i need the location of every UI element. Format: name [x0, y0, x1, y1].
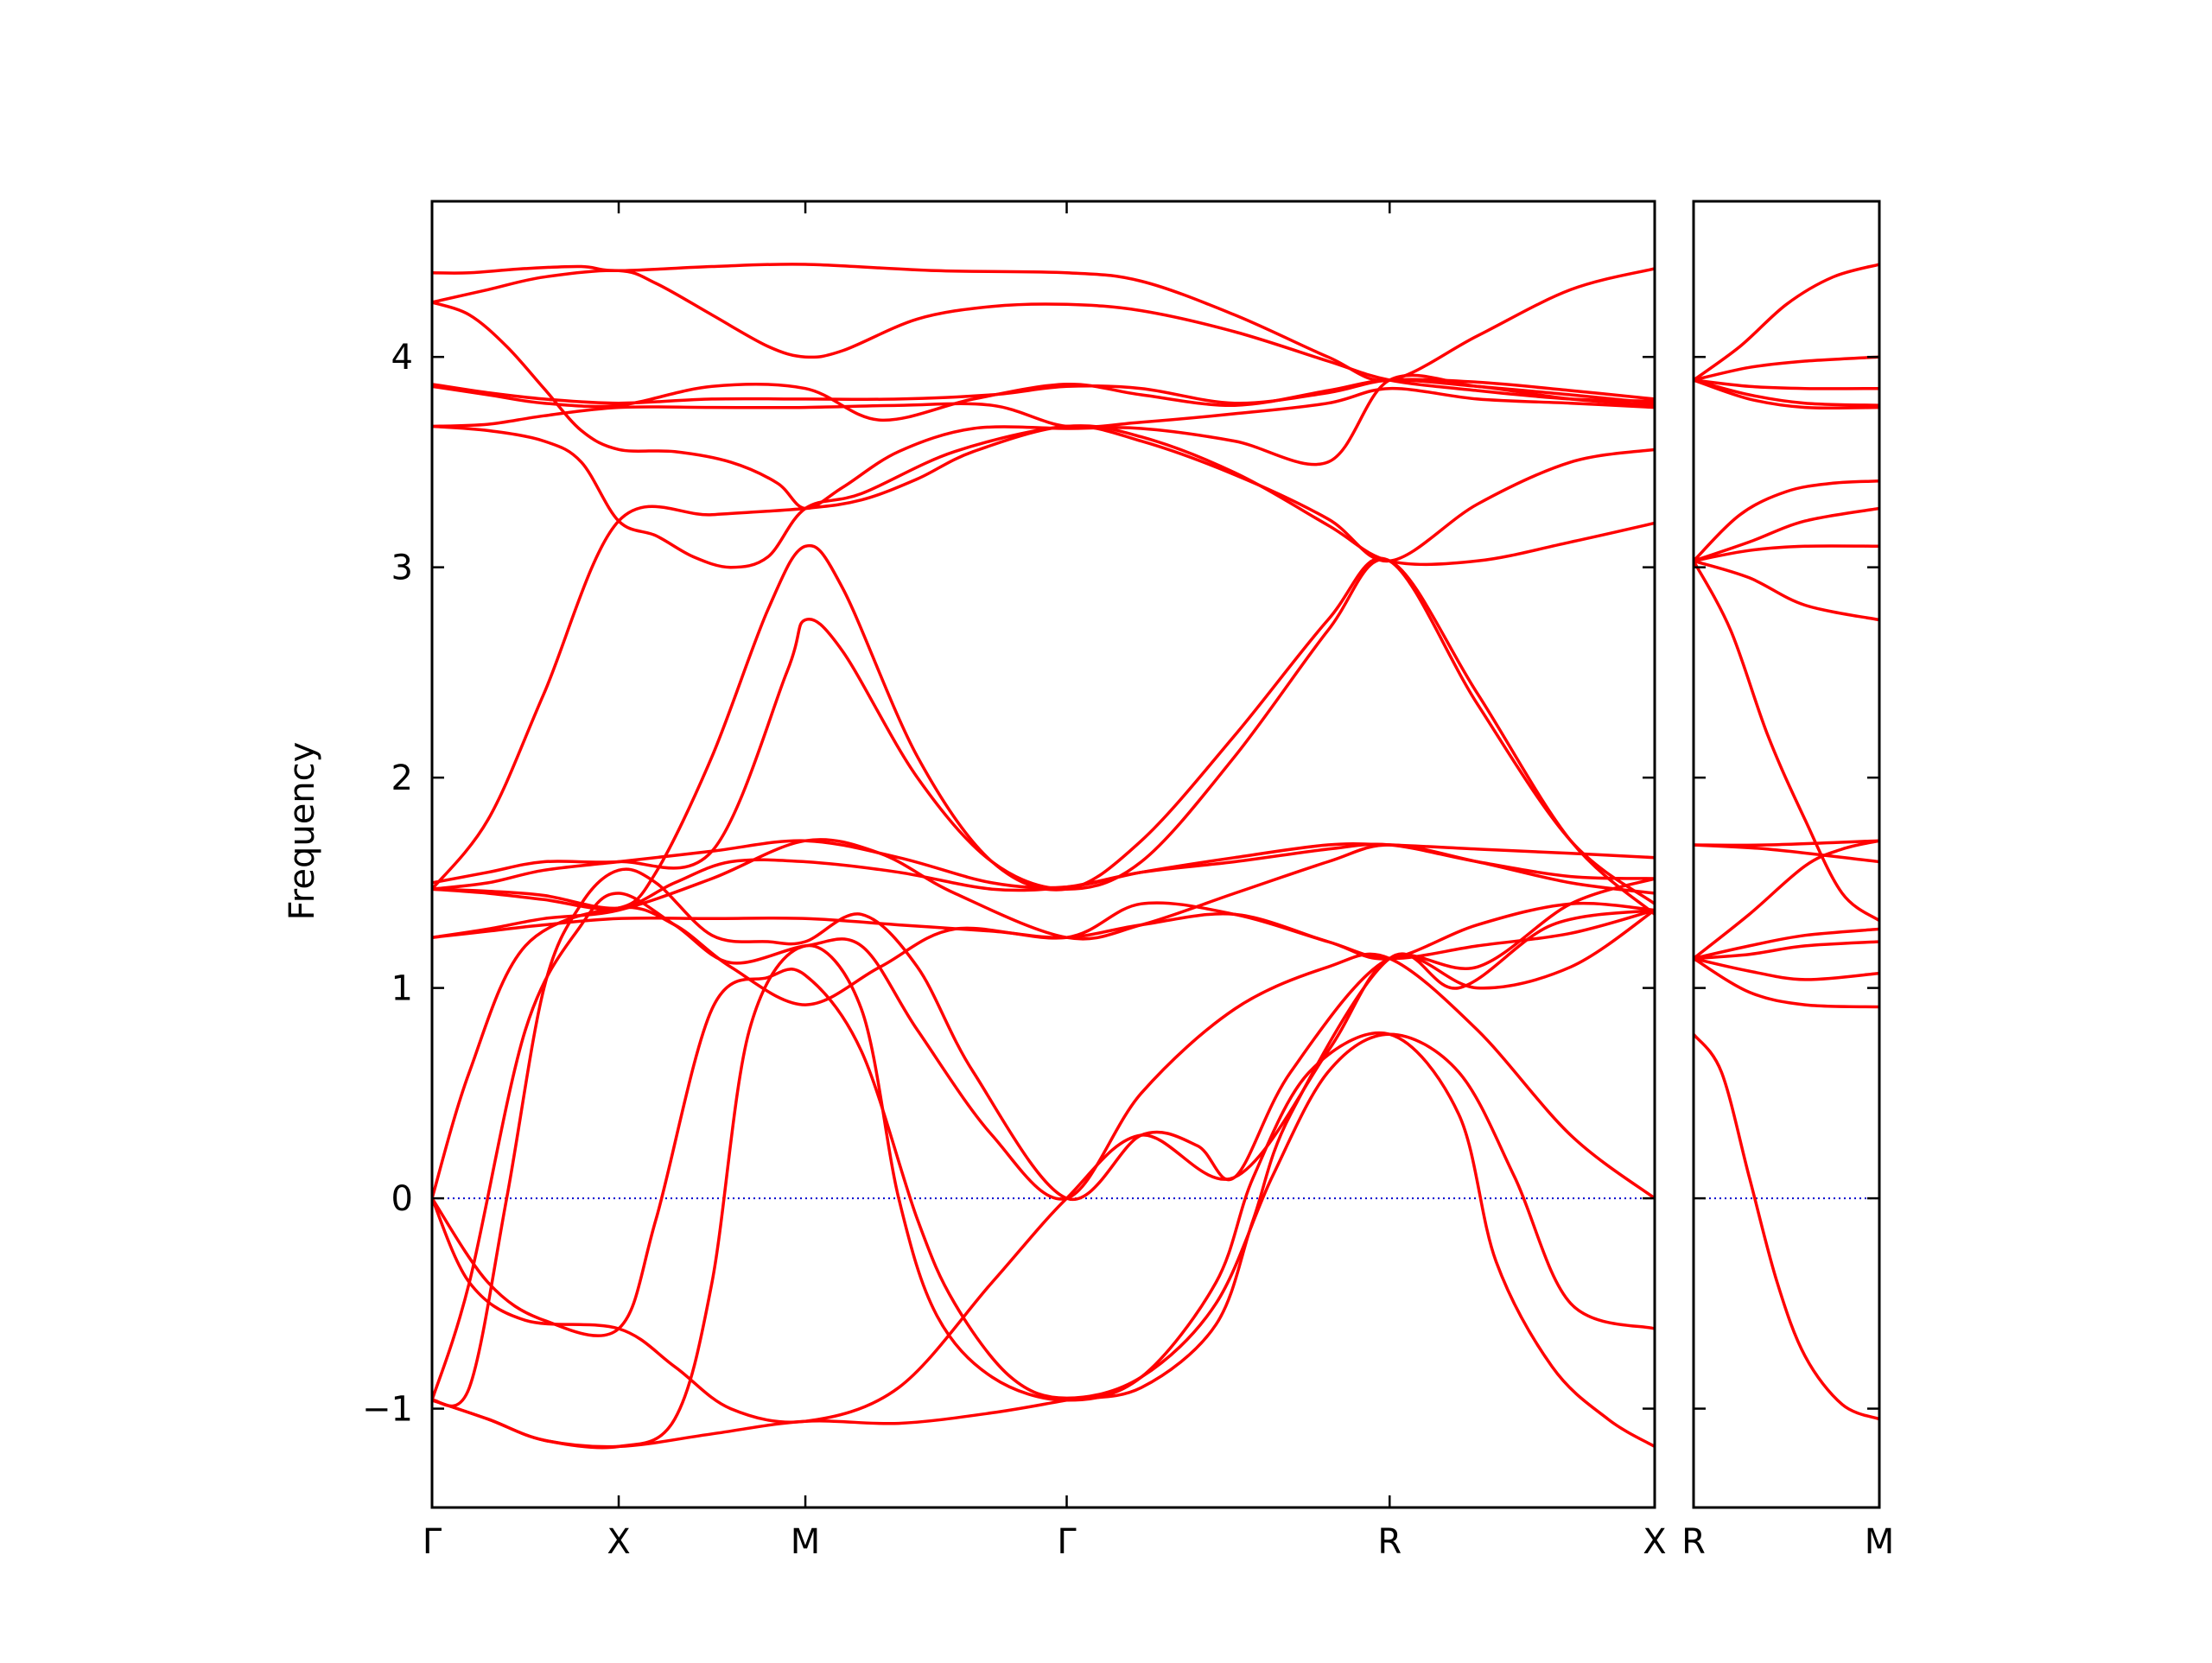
y-axis-label: Frequency [283, 742, 322, 921]
x-tick-label-R: R [1681, 1522, 1706, 1562]
band-main-6 [432, 424, 1655, 569]
band-main-11 [432, 842, 1655, 911]
y-tick-label: −1 [362, 1390, 413, 1430]
x-tick-label-X: X [1643, 1522, 1666, 1562]
band-main-19 [432, 908, 1655, 1449]
band-R-M-0 [1694, 263, 1879, 382]
band-main-12 [432, 838, 1655, 941]
band-R-M-6 [1694, 506, 1879, 562]
y-tick-label: 0 [391, 1179, 413, 1219]
band-R-M-8 [1694, 559, 1879, 622]
band-R-M-11 [1694, 843, 1879, 864]
band-R-M-5 [1694, 479, 1879, 562]
x-tick-label-X: X [607, 1522, 630, 1562]
band-main-15 [432, 867, 1655, 1408]
band-main-3 [432, 378, 1655, 405]
band-R-M-9 [1694, 560, 1879, 923]
bands-group [1694, 263, 1879, 1421]
band-R-M-17 [1694, 1033, 1879, 1421]
band-main-5 [432, 386, 1655, 429]
panel-frame [1692, 200, 1881, 1509]
y-tick-label: 3 [391, 549, 413, 588]
x-tick-label-Γ: Γ [1057, 1522, 1077, 1562]
band-R-M-7 [1694, 544, 1879, 563]
y-tick-label: 4 [391, 338, 413, 378]
band-main-18 [432, 943, 1655, 1450]
y-tick-label: 1 [391, 969, 413, 1009]
x-tick-label-M: M [1865, 1522, 1895, 1562]
band-main-1 [432, 269, 1655, 403]
band-main-20 [432, 877, 1655, 1424]
band-R-M-16 [1694, 957, 1879, 1009]
band-main-4 [432, 378, 1655, 422]
band-main-13 [432, 908, 1655, 961]
band-R-M-12 [1694, 839, 1879, 960]
band-R-M-2 [1694, 378, 1879, 390]
band-R-M-15 [1694, 956, 1879, 981]
band-main-16 [432, 892, 1655, 1401]
x-tick-label-Γ: Γ [423, 1522, 442, 1562]
band-main-10 [432, 839, 1655, 891]
band-R-M-1 [1694, 355, 1879, 382]
band-R-M-14 [1694, 940, 1879, 961]
band-main-17 [432, 968, 1655, 1400]
band-main-7 [432, 424, 1655, 891]
y-tick-label: 2 [391, 759, 413, 798]
band-R-M-10 [1694, 839, 1879, 847]
x-tick-label-M: M [791, 1522, 821, 1562]
panel-main: −1 0 1 2 3 4 Γ X M Γ R X [362, 200, 1667, 1562]
band-R-M-4 [1694, 378, 1879, 410]
panel-frame [430, 200, 1656, 1509]
band-R-M-13 [1694, 927, 1879, 961]
band-R-M-3 [1694, 378, 1879, 407]
band-main-9 [432, 543, 1655, 911]
x-tick-label-R: R [1377, 1522, 1402, 1562]
bands-group [432, 263, 1655, 1450]
band-main-0 [432, 263, 1655, 383]
